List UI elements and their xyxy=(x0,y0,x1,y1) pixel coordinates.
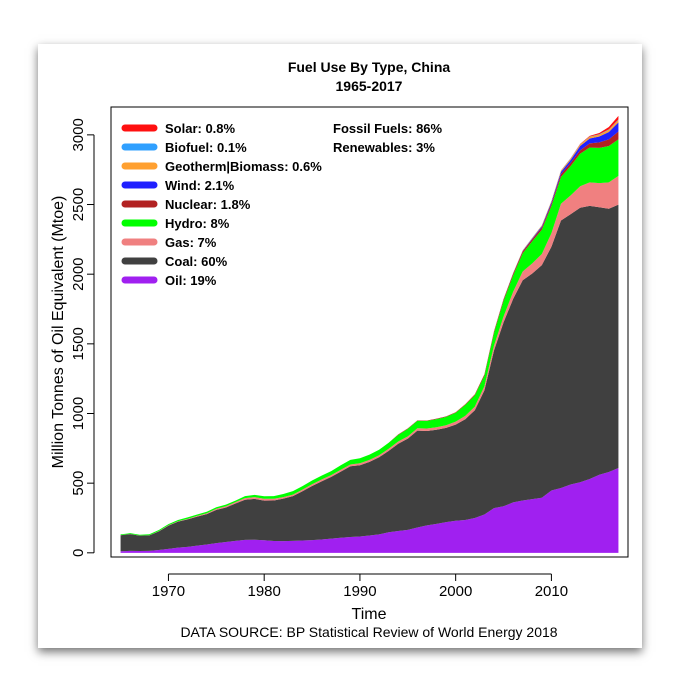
area-oil xyxy=(120,467,619,553)
area-coal xyxy=(120,204,619,552)
legend-label-biofuel: Biofuel: 0.1% xyxy=(165,140,247,155)
legend-label-hydro: Hydro: 8% xyxy=(165,216,230,231)
area-gas xyxy=(120,175,619,536)
area-geotherm-biomass xyxy=(120,119,619,535)
data-source-note: DATA SOURCE: BP Statistical Review of Wo… xyxy=(180,624,557,640)
plot-frame xyxy=(110,106,629,558)
y-axis: 0 500 1000 1500 2000 2500 3000 xyxy=(70,118,95,557)
legend-label-coal: Coal: 60% xyxy=(165,254,228,269)
fuel-use-chart: Fuel Use By Type, China 1965-2017 1970 19… xyxy=(50,59,629,640)
y-tick-label: 1000 xyxy=(70,397,87,430)
legend-label-geotherm-biomass: Geotherm|Biomass: 0.6% xyxy=(165,159,322,174)
chart-title: Fuel Use By Type, China xyxy=(288,59,451,75)
y-tick-label: 2500 xyxy=(70,188,87,221)
x-axis: 1970 1980 1990 2000 2010 xyxy=(152,573,568,600)
x-tick-label: 2010 xyxy=(535,583,568,600)
stacked-areas xyxy=(120,115,619,553)
summary-renewables: Renewables: 3% xyxy=(333,140,435,155)
chart-card: Fuel Use By Type, China 1965-2017 1970 19… xyxy=(38,44,642,648)
y-tick-label: 2000 xyxy=(70,257,87,290)
y-tick-label: 3000 xyxy=(70,118,87,151)
legend-label-oil: Oil: 19% xyxy=(165,273,217,288)
y-axis-label: Million Tonnes of Oil Equivalent (Mtoe) xyxy=(50,196,67,469)
legend-label-wind: Wind: 2.1% xyxy=(165,178,235,193)
legend: Solar: 0.8% Biofuel: 0.1% Geotherm|Biomass… xyxy=(121,121,322,288)
area-biofuel xyxy=(120,119,619,535)
area-wind xyxy=(120,122,619,535)
y-tick-label: 500 xyxy=(70,471,87,496)
x-tick-label: 1980 xyxy=(247,583,280,600)
summary-fossil-fuels: Fossil Fuels: 86% xyxy=(333,121,443,136)
x-axis-label: Time xyxy=(352,606,387,623)
chart-subtitle: 1965-2017 xyxy=(336,78,403,94)
x-tick-label: 1990 xyxy=(343,583,376,600)
legend-label-solar: Solar: 0.8% xyxy=(165,121,236,136)
area-hydro xyxy=(120,139,619,536)
legend-label-nuclear: Nuclear: 1.8% xyxy=(165,197,251,212)
y-tick-label: 1500 xyxy=(70,327,87,360)
legend-label-gas: Gas: 7% xyxy=(165,235,217,250)
y-tick-label: 0 xyxy=(70,549,87,557)
x-tick-label: 1970 xyxy=(152,583,185,600)
x-tick-label: 2000 xyxy=(439,583,472,600)
